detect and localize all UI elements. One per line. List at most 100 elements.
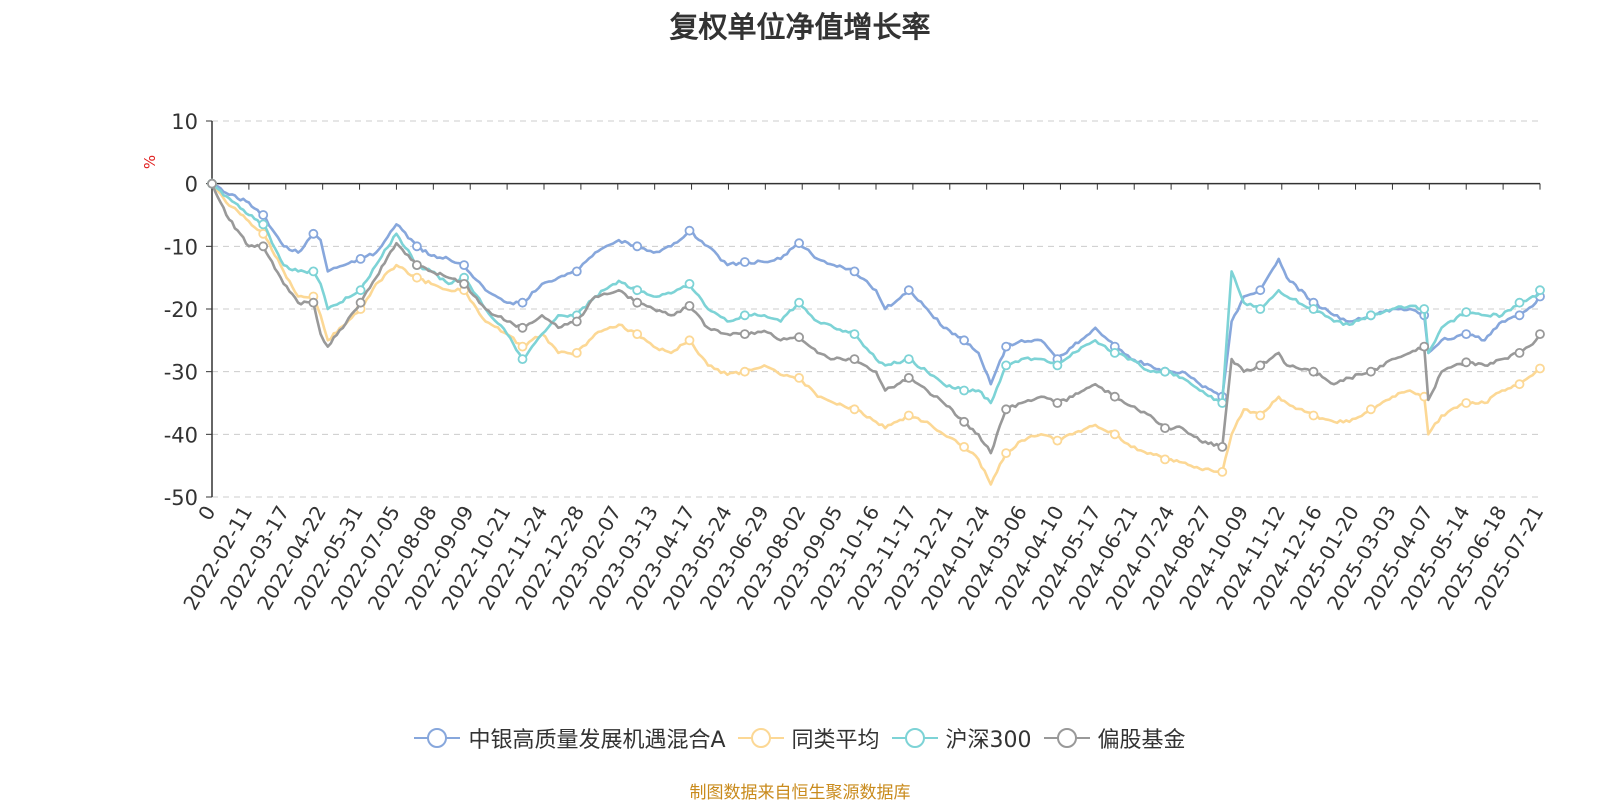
data-point — [1366, 404, 1376, 415]
legend-label: 偏股基金 — [1097, 728, 1186, 753]
data-point — [1366, 366, 1376, 377]
data-point — [903, 285, 914, 296]
data-point — [355, 253, 366, 264]
data-point — [1052, 435, 1063, 446]
legend-swatch — [891, 728, 938, 748]
data-point — [308, 228, 319, 239]
data-point — [1001, 448, 1011, 459]
data-point — [411, 260, 422, 271]
legend-label: 同类平均 — [791, 728, 880, 753]
data-point — [903, 372, 914, 383]
data-point — [1514, 379, 1525, 390]
data-point — [1001, 341, 1011, 352]
data-point — [1109, 429, 1120, 440]
data-point — [1001, 360, 1011, 371]
data-point — [1461, 329, 1472, 340]
data-point — [459, 278, 470, 289]
data-point — [794, 238, 804, 249]
series-line-0 — [211, 182, 1541, 398]
data-point — [258, 210, 269, 220]
data-point — [739, 257, 750, 267]
data-point — [1255, 285, 1266, 296]
legend-item-2[interactable]: 沪深300 — [891, 722, 1032, 754]
y-tick-label: 10 — [171, 110, 198, 134]
data-point — [571, 316, 582, 327]
data-point — [411, 241, 422, 252]
data-point — [1461, 398, 1472, 408]
data-point — [355, 285, 366, 296]
legend: 中银高质量发展机遇混合A 同类平均 沪深300 偏股基金 — [0, 722, 1600, 754]
data-point — [1255, 410, 1266, 421]
data-point — [1514, 347, 1525, 358]
data-point — [1419, 304, 1430, 314]
data-point — [684, 335, 695, 346]
data-point — [739, 366, 750, 377]
data-point — [903, 410, 914, 421]
data-point — [308, 297, 319, 308]
data-point — [1052, 398, 1063, 408]
data-point — [1001, 404, 1011, 415]
data-point — [1419, 341, 1430, 352]
data-point — [849, 404, 860, 415]
data-point — [1217, 441, 1228, 452]
data-point — [959, 385, 969, 396]
data-point — [684, 278, 695, 289]
data-point — [1255, 304, 1266, 314]
data-point — [849, 266, 860, 277]
legend-item-3[interactable]: 偏股基金 — [1043, 722, 1186, 754]
data-point — [1535, 363, 1545, 374]
data-point — [1255, 360, 1266, 371]
data-point — [1308, 410, 1319, 421]
data-point — [1535, 329, 1545, 340]
data-point — [411, 272, 422, 283]
data-point — [1308, 304, 1319, 314]
data-point — [207, 178, 217, 189]
data-point — [517, 354, 528, 365]
series-line-3 — [210, 183, 1542, 455]
series-lines — [207, 178, 1545, 486]
data-point — [794, 332, 804, 343]
data-point — [959, 416, 969, 427]
data-point — [258, 219, 269, 230]
data-point — [1160, 454, 1170, 465]
data-point — [1308, 366, 1319, 377]
x-tick-label: 0 — [193, 502, 220, 525]
y-tick-label: 0 — [185, 173, 198, 197]
legend-swatch — [1043, 728, 1090, 748]
series-line-2 — [211, 182, 1542, 405]
data-point — [1535, 285, 1545, 296]
legend-item-1[interactable]: 同类平均 — [737, 722, 880, 754]
data-point — [849, 354, 860, 365]
source-note: 制图数据来自恒生聚源数据库 — [689, 783, 911, 803]
data-point — [1052, 360, 1063, 371]
data-point — [1461, 307, 1472, 318]
legend-label: 沪深300 — [945, 728, 1032, 753]
y-tick-label: -50 — [164, 486, 198, 510]
data-point — [739, 329, 750, 340]
y-tick-label: -20 — [164, 298, 198, 322]
axes — [206, 120, 1541, 498]
data-point — [794, 297, 804, 308]
legend-label: 中银高质量发展机遇混合A — [468, 728, 726, 753]
data-point — [903, 354, 914, 365]
data-point — [1514, 297, 1525, 308]
data-point — [1514, 310, 1525, 321]
data-point — [1109, 347, 1120, 358]
data-point — [1366, 310, 1376, 321]
data-point — [632, 329, 643, 340]
grid-lines — [212, 120, 1540, 498]
series-line-1 — [211, 182, 1541, 486]
data-point — [1160, 366, 1170, 377]
data-point — [632, 285, 643, 296]
data-point — [258, 241, 269, 252]
data-point — [794, 372, 804, 383]
legend-item-0[interactable]: 中银高质量发展机遇混合A — [414, 722, 726, 754]
data-point — [1217, 466, 1228, 477]
data-point — [571, 347, 582, 358]
data-point — [517, 322, 528, 333]
data-point — [1461, 357, 1472, 368]
data-point — [517, 297, 528, 308]
data-point — [959, 335, 969, 346]
y-tick-label: -30 — [164, 361, 198, 385]
data-point — [1217, 398, 1228, 408]
